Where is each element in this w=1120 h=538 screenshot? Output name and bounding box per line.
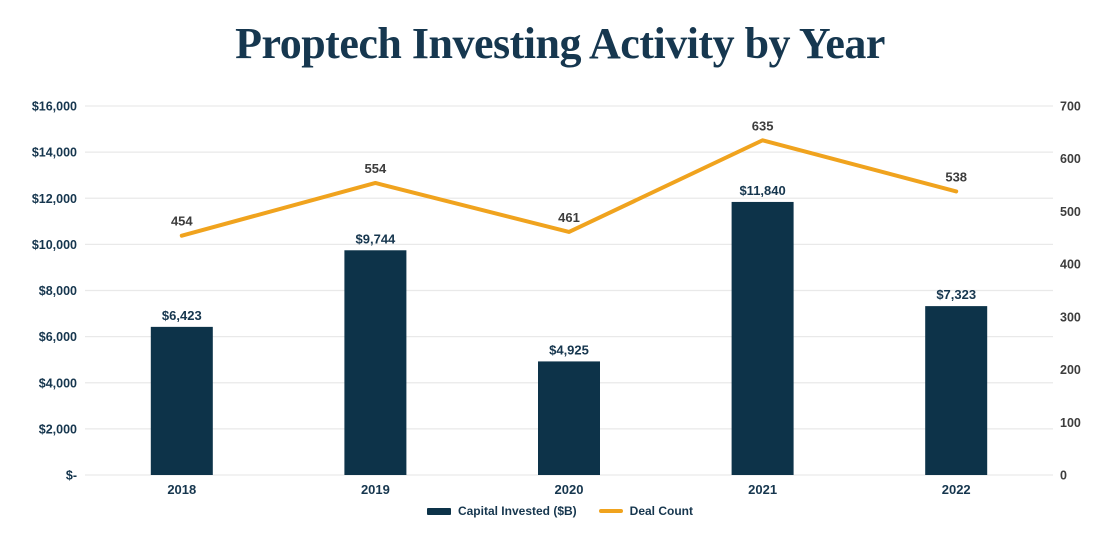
y-axis-left-tick-label: $-: [66, 469, 77, 483]
deal-count-line: [179, 138, 959, 238]
y-axis-left-tick-label: $4,000: [39, 376, 77, 390]
bar-2019: [344, 250, 407, 475]
bar-2018: [150, 326, 213, 475]
deal-count-label: 554: [365, 161, 387, 176]
y-axis-right-tick-label: 400: [1060, 258, 1081, 272]
y-axis-right-tick-label: 0: [1060, 469, 1067, 483]
deal-count-label: 454: [171, 214, 193, 229]
bar-value-label: $9,744: [356, 231, 397, 246]
bar-2021: [731, 201, 794, 475]
bar-2020: [538, 361, 600, 475]
bar-value-label: $7,323: [936, 287, 976, 302]
y-axis-right-tick-label: 100: [1060, 416, 1081, 430]
bar-value-label: $11,840: [739, 183, 785, 198]
bar-2022: [925, 306, 988, 475]
bar-value-label: $6,423: [162, 308, 202, 323]
y-axis-right-tick-label: 600: [1060, 152, 1081, 166]
legend-item-deal-count: Deal Count: [598, 504, 694, 518]
x-axis-year-label: 2020: [555, 482, 584, 497]
x-axis-year-label: 2019: [361, 482, 390, 497]
legend-label-capital-invested: Capital Invested ($B): [457, 504, 577, 518]
y-axis-right-tick-label: 700: [1060, 100, 1081, 114]
legend: Capital Invested ($B) Deal Count: [0, 504, 1120, 518]
capital-invested-swatch-icon: [426, 507, 451, 515]
y-axis-left-tick-label: $10,000: [32, 238, 77, 252]
y-axis-left-tick-label: $6,000: [39, 330, 77, 344]
y-axis-left-tick-label: $12,000: [32, 192, 77, 206]
legend-item-capital-invested: Capital Invested ($B): [426, 504, 577, 518]
deal-count-swatch-icon: [598, 509, 623, 513]
deal-count-label: 635: [752, 118, 774, 133]
x-axis-year-label: 2022: [942, 482, 971, 497]
x-axis-year-label: 2018: [167, 482, 196, 497]
y-axis-right-tick-label: 200: [1060, 363, 1081, 377]
x-axis-year-label: 2021: [748, 482, 777, 497]
y-axis-left-tick-label: $2,000: [39, 422, 77, 436]
y-axis-right-tick-label: 500: [1060, 205, 1081, 219]
y-axis-left-tick-label: $16,000: [32, 100, 77, 114]
bar-value-label: $4,925: [549, 342, 589, 357]
y-axis-left-tick-label: $14,000: [32, 146, 77, 160]
y-axis-left-tick-label: $8,000: [39, 284, 77, 298]
chart-title: Proptech Investing Activity by Year: [235, 19, 885, 68]
deal-count-label: 538: [945, 169, 967, 184]
y-axis-right-tick-label: 300: [1060, 310, 1081, 324]
deal-count-label: 461: [558, 210, 580, 225]
legend-label-deal-count: Deal Count: [629, 504, 694, 518]
